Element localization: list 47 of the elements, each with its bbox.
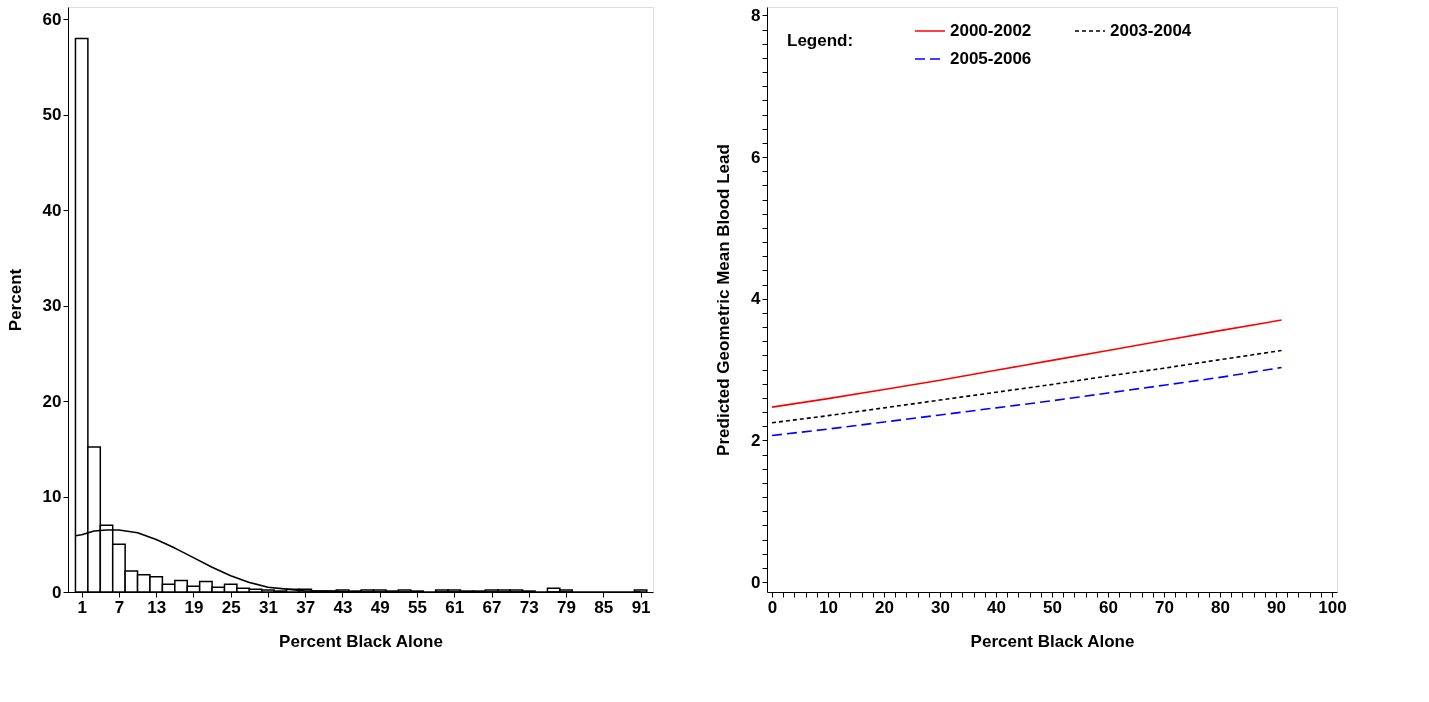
x-tick-label: 79 [557,597,577,617]
x-tick-label: 91 [631,597,651,617]
x-tick-label: 49 [370,597,390,617]
x-tick-label: 1 [77,597,87,617]
y-tick-label: 40 [42,200,62,220]
legend-label: 2003-2004 [1110,21,1192,40]
y-tick-label: 4 [751,289,762,309]
legend-label: 2000-2002 [950,21,1032,40]
x-tick-label: 70 [1155,597,1174,617]
x-tick-label: 73 [519,597,539,617]
x-tick-label: 85 [594,597,614,617]
x-tick-label: 31 [259,597,278,617]
y-axis-title: Percent [5,268,25,332]
x-tick-label: 80 [1211,597,1230,617]
x-tick-label: 61 [445,597,465,617]
legend-title: Legend: [787,31,854,50]
x-tick-label: 7 [114,597,125,617]
x-tick-label: 100 [1318,597,1347,617]
y-tick-label: 10 [42,487,62,507]
y-tick-label: 20 [42,391,62,411]
y-tick-label: 30 [42,296,62,316]
x-tick-label: 90 [1267,597,1286,617]
x-tick-label: 10 [819,597,838,617]
x-tick-label: 40 [987,597,1006,617]
x-tick-label: 60 [1099,597,1118,617]
x-tick-label: 20 [875,597,894,617]
x-tick-label: 67 [482,597,502,617]
y-tick-label: 0 [52,582,62,602]
x-tick-label: 43 [333,597,353,617]
y-tick-label: 50 [42,105,62,125]
y-axis-title: Predicted Geometric Mean Blood Lead [714,144,734,456]
x-axis-title: Percent Black Alone [970,631,1135,651]
x-tick-label: 55 [408,597,427,617]
x-tick-label: 50 [1043,597,1062,617]
x-tick-label: 25 [221,597,241,617]
y-tick-label: 0 [751,572,761,592]
legend-label: 2005-2006 [950,49,1032,68]
y-tick-label: 2 [751,430,761,450]
x-tick-label: 13 [147,597,167,617]
x-tick-label: 30 [931,597,950,617]
y-tick-label: 8 [751,6,761,25]
x-axis-title: Percent Black Alone [279,631,443,651]
x-tick-label: 0 [767,597,778,617]
y-tick-label: 60 [42,9,62,29]
x-tick-label: 37 [296,597,316,617]
y-tick-label: 6 [751,147,761,167]
x-tick-label: 19 [184,597,204,617]
